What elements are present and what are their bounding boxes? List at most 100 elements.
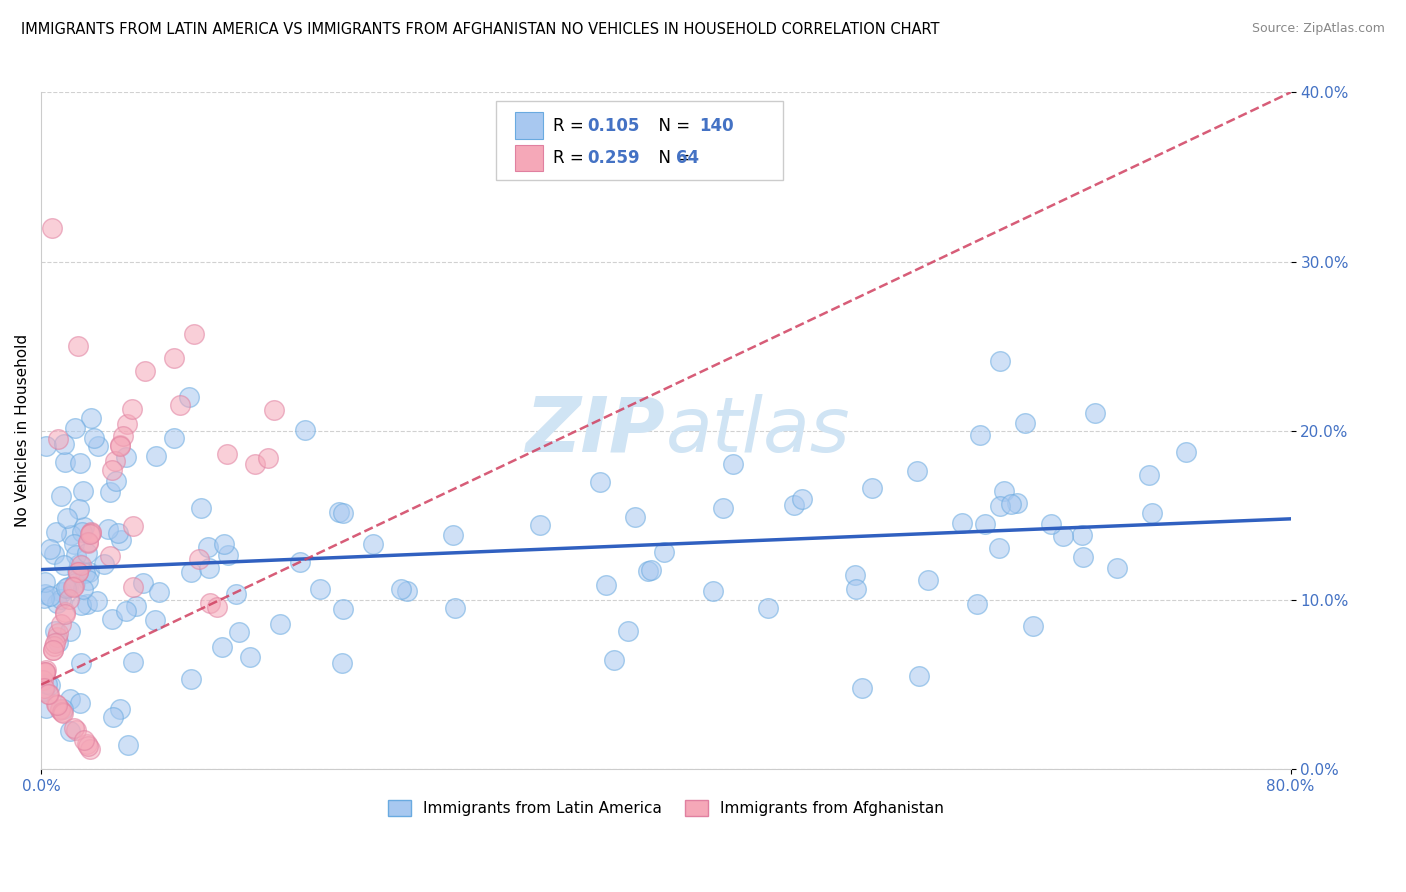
Immigrants from Latin America: [35, 439, 58, 453]
Immigrants from Afghanistan: [245, 458, 267, 472]
Immigrants from Latin America: [905, 464, 928, 478]
Immigrants from Latin America: [58, 580, 80, 594]
Immigrants from Afghanistan: [111, 429, 134, 443]
Immigrants from Latin America: [211, 640, 233, 654]
Immigrants from Latin America: [110, 533, 132, 548]
Text: 64: 64: [676, 149, 699, 167]
Immigrants from Afghanistan: [169, 398, 191, 412]
Immigrants from Latin America: [361, 537, 384, 551]
Immigrants from Latin America: [132, 576, 155, 591]
Immigrants from Afghanistan: [101, 463, 124, 477]
Immigrants from Afghanistan: [34, 666, 56, 681]
Immigrants from Afghanistan: [77, 739, 100, 754]
Immigrants from Afghanistan: [44, 636, 66, 650]
Immigrants from Latin America: [53, 558, 76, 573]
Immigrants from Latin America: [197, 540, 219, 554]
Immigrants from Latin America: [396, 584, 419, 599]
Text: N =: N =: [648, 117, 696, 135]
Immigrants from Afghanistan: [257, 450, 280, 465]
Text: 0.105: 0.105: [588, 117, 640, 135]
Immigrants from Latin America: [973, 516, 995, 531]
Immigrants from Latin America: [52, 702, 75, 716]
Immigrants from Afghanistan: [80, 525, 103, 540]
Immigrants from Afghanistan: [66, 339, 89, 353]
Immigrants from Latin America: [328, 505, 350, 519]
Immigrants from Latin America: [38, 589, 60, 603]
Immigrants from Latin America: [180, 565, 202, 579]
Immigrants from Latin America: [988, 541, 1011, 555]
Immigrants from Afghanistan: [45, 631, 67, 645]
Immigrants from Afghanistan: [77, 535, 100, 549]
Immigrants from Latin America: [69, 457, 91, 471]
Immigrants from Latin America: [1005, 495, 1028, 509]
Immigrants from Latin America: [332, 506, 354, 520]
Immigrants from Afghanistan: [38, 688, 60, 702]
Immigrants from Latin America: [117, 738, 139, 752]
Immigrants from Latin America: [637, 564, 659, 578]
Immigrants from Latin America: [288, 555, 311, 569]
Immigrants from Latin America: [595, 578, 617, 592]
Immigrants from Latin America: [441, 528, 464, 542]
Immigrants from Latin America: [110, 701, 132, 715]
Y-axis label: No Vehicles in Household: No Vehicles in Household: [15, 334, 30, 527]
Immigrants from Latin America: [190, 501, 212, 516]
Immigrants from Latin America: [53, 455, 76, 469]
Text: R =: R =: [553, 117, 589, 135]
Immigrants from Afghanistan: [62, 579, 84, 593]
Immigrants from Afghanistan: [134, 364, 156, 378]
Immigrants from Latin America: [93, 558, 115, 572]
Immigrants from Afghanistan: [108, 438, 131, 452]
Immigrants from Latin America: [217, 548, 239, 562]
Immigrants from Latin America: [269, 617, 291, 632]
Immigrants from Afghanistan: [49, 703, 72, 717]
Immigrants from Latin America: [46, 634, 69, 648]
Immigrants from Latin America: [45, 524, 67, 539]
Immigrants from Afghanistan: [34, 665, 56, 679]
Immigrants from Latin America: [1022, 618, 1045, 632]
Immigrants from Latin America: [114, 604, 136, 618]
Text: 140: 140: [699, 117, 734, 135]
Immigrants from Latin America: [602, 653, 624, 667]
Immigrants from Latin America: [389, 582, 412, 596]
Immigrants from Latin America: [53, 437, 76, 451]
Immigrants from Latin America: [87, 440, 110, 454]
Immigrants from Latin America: [1014, 417, 1036, 431]
Immigrants from Latin America: [34, 575, 56, 590]
Immigrants from Latin America: [42, 547, 65, 561]
Immigrants from Latin America: [51, 591, 73, 606]
Immigrants from Latin America: [640, 563, 662, 577]
Immigrants from Afghanistan: [73, 733, 96, 747]
Immigrants from Afghanistan: [35, 663, 58, 677]
Legend: Immigrants from Latin America, Immigrants from Afghanistan: Immigrants from Latin America, Immigrant…: [382, 795, 950, 822]
Immigrants from Latin America: [32, 683, 55, 698]
Immigrants from Latin America: [239, 649, 262, 664]
Immigrants from Latin America: [79, 566, 101, 580]
Immigrants from Latin America: [63, 576, 86, 591]
Immigrants from Latin America: [1175, 444, 1198, 458]
Immigrants from Latin America: [1107, 560, 1129, 574]
Immigrants from Afghanistan: [121, 580, 143, 594]
Immigrants from Afghanistan: [80, 524, 103, 539]
Immigrants from Latin America: [56, 510, 79, 524]
Immigrants from Latin America: [86, 594, 108, 608]
Immigrants from Latin America: [80, 411, 103, 425]
Immigrants from Latin America: [1137, 468, 1160, 483]
Immigrants from Latin America: [197, 561, 219, 575]
Immigrants from Latin America: [589, 475, 612, 490]
Immigrants from Latin America: [73, 520, 96, 534]
Immigrants from Latin America: [993, 484, 1015, 499]
Immigrants from Latin America: [70, 656, 93, 670]
Immigrants from Latin America: [66, 564, 89, 578]
Immigrants from Latin America: [65, 420, 87, 434]
Immigrants from Latin America: [59, 624, 82, 638]
Immigrants from Afghanistan: [67, 565, 90, 579]
Immigrants from Afghanistan: [76, 737, 98, 751]
Immigrants from Latin America: [76, 597, 98, 611]
Immigrants from Latin America: [49, 489, 72, 503]
Immigrants from Latin America: [145, 449, 167, 463]
Text: ZIP: ZIP: [526, 394, 666, 467]
Immigrants from Latin America: [51, 585, 73, 599]
Immigrants from Latin America: [179, 390, 201, 404]
Immigrants from Latin America: [37, 676, 59, 690]
Immigrants from Latin America: [617, 624, 640, 639]
